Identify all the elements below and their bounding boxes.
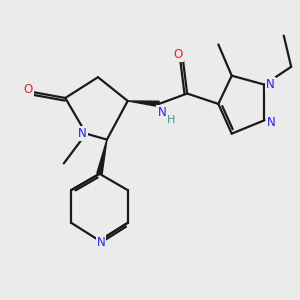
Text: O: O bbox=[23, 82, 33, 96]
Text: N: N bbox=[78, 127, 87, 140]
Text: N: N bbox=[266, 78, 275, 91]
Text: N: N bbox=[267, 116, 275, 129]
Text: N: N bbox=[97, 236, 105, 249]
Polygon shape bbox=[97, 140, 107, 174]
Text: H: H bbox=[167, 115, 176, 125]
Text: N: N bbox=[158, 106, 166, 119]
Polygon shape bbox=[128, 101, 159, 106]
Text: O: O bbox=[174, 48, 183, 62]
